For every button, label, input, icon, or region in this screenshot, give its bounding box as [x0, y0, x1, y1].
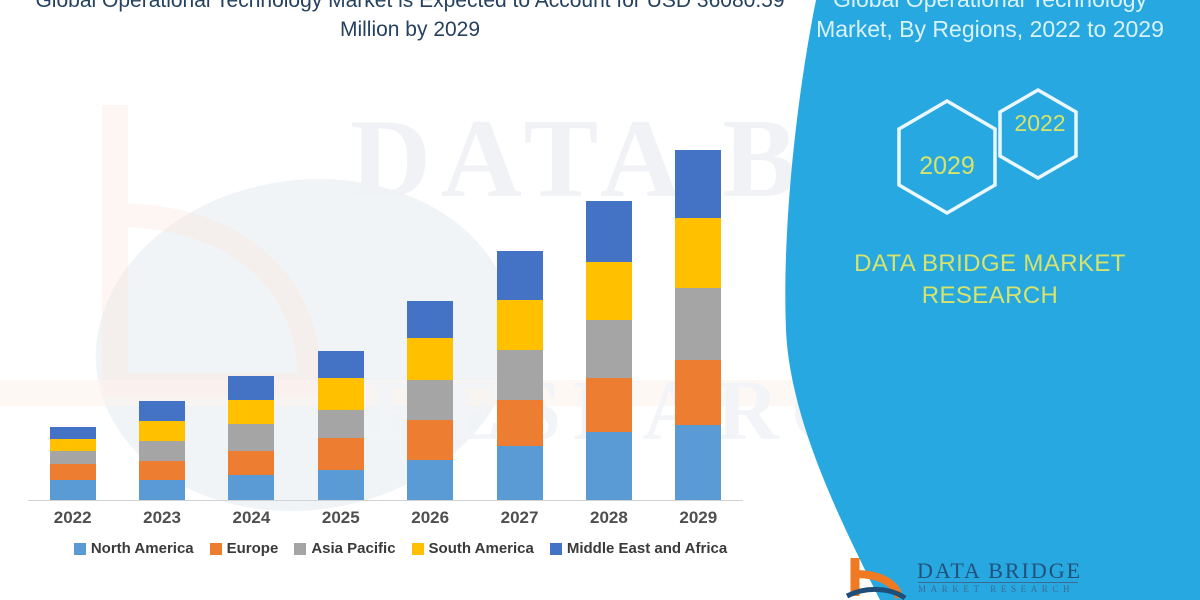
bar-slot — [207, 130, 296, 500]
bar-segment[interactable] — [407, 420, 454, 460]
legend-label: North America — [90, 540, 194, 557]
legend-swatch-icon — [294, 542, 307, 555]
bar-segment[interactable] — [585, 432, 632, 500]
legend-swatch-icon — [549, 542, 562, 555]
logo-divider — [918, 582, 1078, 583]
x-axis-label: 2023 — [143, 508, 181, 527]
legend-label: Middle East and Africa — [566, 540, 728, 557]
stacked-bar[interactable] — [317, 351, 364, 500]
x-axis-label: 2029 — [679, 508, 718, 527]
bar-segment[interactable] — [139, 480, 186, 500]
hexagon-label-2029: 2029 — [919, 152, 975, 180]
x-axis-label: 2024 — [232, 508, 271, 527]
panel-content: Global Operational Technology Market, By… — [780, 0, 1200, 600]
bar-segment[interactable] — [675, 150, 722, 218]
brand-name: DATA BRIDGE MARKET RESEARCH — [854, 250, 1126, 309]
bar-segment[interactable] — [407, 460, 454, 500]
legend-item[interactable]: South America — [411, 540, 534, 557]
stacked-bar[interactable] — [496, 251, 543, 500]
bar-segment[interactable] — [139, 461, 186, 480]
bar-slot — [654, 130, 743, 500]
bar-segment[interactable] — [49, 427, 96, 439]
legend-label: South America — [428, 540, 534, 557]
legend-label: Europe — [226, 540, 279, 557]
chart-legend: North America Europe Asia Pacific South Ame… — [28, 540, 773, 557]
bar-segment[interactable] — [139, 421, 186, 441]
x-axis-label: 2028 — [590, 508, 628, 527]
legend-swatch-icon — [209, 542, 222, 555]
bar-segment[interactable] — [496, 400, 543, 446]
bar-slot — [386, 130, 475, 500]
bar-segment[interactable] — [585, 201, 632, 262]
x-axis-label: 2026 — [411, 508, 450, 527]
bar-segment[interactable] — [675, 288, 722, 360]
x-axis-line — [28, 500, 743, 501]
bar-segment[interactable] — [585, 378, 632, 432]
bar-segment[interactable] — [585, 320, 632, 378]
bar-segment[interactable] — [228, 475, 275, 500]
chart-area: Global Operational Technology Market is … — [28, 0, 785, 557]
bar-segment[interactable] — [49, 464, 96, 480]
logo-b-mark-icon — [845, 558, 907, 600]
bar-segment[interactable] — [317, 438, 364, 470]
bar-segment[interactable] — [228, 451, 275, 475]
stacked-bar[interactable] — [228, 376, 275, 500]
bar-slot — [117, 130, 206, 500]
stacked-bar[interactable] — [407, 301, 454, 500]
legend-item[interactable]: Asia Pacific — [294, 540, 396, 557]
bar-segment[interactable] — [49, 439, 96, 451]
stacked-bar[interactable] — [585, 201, 632, 500]
databridge-logo: DATA BRIDGE MARKET RESEARCH — [845, 556, 1175, 600]
bar-slot — [564, 130, 653, 500]
bar-segment[interactable] — [496, 446, 543, 500]
legend-swatch-icon — [411, 542, 424, 555]
stacked-bar[interactable] — [139, 401, 186, 500]
bar-segment[interactable] — [139, 441, 186, 461]
hexagon-label-2022: 2022 — [1014, 110, 1066, 136]
legend-item[interactable]: Middle East and Africa — [549, 540, 728, 557]
bar-segment[interactable] — [496, 251, 543, 300]
x-axis-labels: 2022 2023 2024 2025 2026 2027 2028 2029 — [28, 508, 743, 528]
bar-slot — [296, 130, 385, 500]
chart-title: Global Operational Technology Market is … — [35, 0, 785, 41]
bar-segment[interactable] — [496, 300, 543, 350]
bar-segment[interactable] — [317, 410, 364, 438]
bar-segment[interactable] — [228, 400, 275, 424]
legend-item[interactable]: Europe — [209, 540, 279, 557]
bar-segment[interactable] — [496, 350, 543, 400]
x-axis-label: 2027 — [500, 508, 539, 527]
bar-slot — [28, 130, 117, 500]
bar-segment[interactable] — [228, 376, 275, 400]
legend-label: Asia Pacific — [311, 540, 396, 557]
hexagon-group: 2029 2022 — [880, 87, 1180, 238]
stacked-bar[interactable] — [49, 427, 96, 500]
bar-segment[interactable] — [585, 262, 632, 320]
bar-segment[interactable] — [407, 301, 454, 338]
logo-tagline: MARKET RESEARCH — [918, 584, 1075, 594]
bar-segment[interactable] — [317, 470, 364, 500]
bar-segment[interactable] — [317, 351, 364, 378]
bars-container — [28, 130, 743, 500]
hexagon-shapes-icon — [897, 87, 1078, 216]
legend-item[interactable]: North America — [73, 540, 194, 557]
bar-segment[interactable] — [675, 425, 722, 500]
legend-swatch-icon — [73, 542, 86, 555]
bar-segment[interactable] — [407, 338, 454, 380]
bar-segment[interactable] — [139, 401, 186, 421]
bar-segment[interactable] — [675, 360, 722, 425]
bar-segment[interactable] — [49, 451, 96, 464]
x-axis-label: 2022 — [53, 508, 92, 527]
bar-segment[interactable] — [407, 380, 454, 420]
stacked-bar[interactable] — [675, 150, 722, 500]
bar-segment[interactable] — [675, 218, 722, 288]
x-axis-label: 2025 — [321, 508, 360, 527]
bar-segment[interactable] — [49, 480, 96, 500]
panel-title: Global Operational Technology Market, By… — [816, 0, 1164, 42]
bar-segment[interactable] — [228, 424, 275, 451]
bar-segment[interactable] — [317, 378, 364, 410]
logo-name: DATA BRIDGE — [917, 558, 1083, 583]
bar-slot — [475, 130, 564, 500]
